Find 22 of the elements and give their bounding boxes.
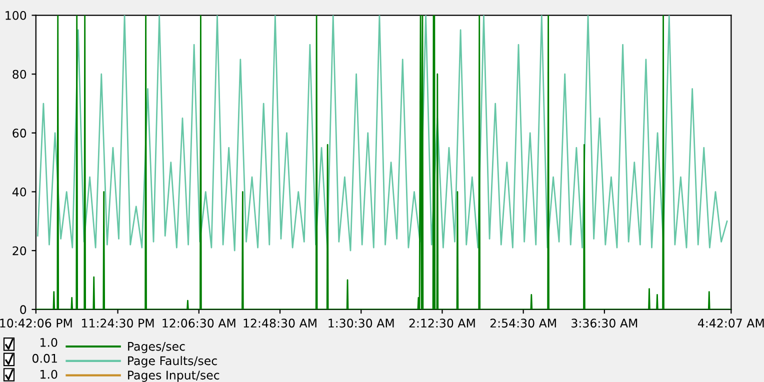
x-tick-label: 10:42:06 PM <box>0 318 72 328</box>
legend-label: Page Faults/sec <box>128 356 217 368</box>
legend-label: Pages Input/sec <box>128 370 220 382</box>
y-tick-label: 100 <box>6 11 26 20</box>
text: 1.0 <box>40 338 58 347</box>
x-tick-label: 11:24:30 PM <box>82 318 154 328</box>
y-tick-label: 0 <box>20 305 26 314</box>
x-tick-label: 12:06:30 AM <box>162 318 236 328</box>
text: 1.0 <box>40 370 58 379</box>
x-tick-label: 1:30:30 AM <box>328 318 394 328</box>
text: 0.01 <box>32 354 57 363</box>
y-tick-label: 20 <box>12 246 26 256</box>
y-tick-label: 40 <box>12 187 26 196</box>
x-tick-label: 2:54:30 AM <box>490 318 556 328</box>
x-tick-label: 12:48:30 AM <box>244 318 316 328</box>
legend-label: Pages/sec <box>128 342 185 354</box>
y-tick-label: 60 <box>12 128 26 138</box>
x-tick-label: 2:12:30 AM <box>409 318 475 328</box>
y-tick-label: 80 <box>12 70 26 79</box>
line-series <box>36 15 728 252</box>
x-tick-label: 4:42:07 AM <box>698 318 764 328</box>
x-tick-label: 3:36:30 AM <box>572 318 638 328</box>
